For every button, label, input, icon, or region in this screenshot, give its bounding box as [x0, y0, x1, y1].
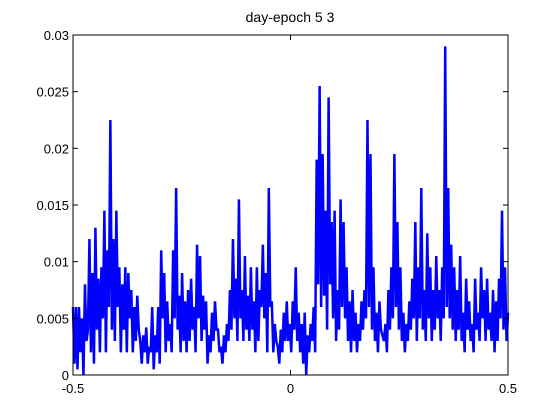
y-tick-label: 0.02: [44, 141, 69, 156]
y-tick-label: 0.03: [44, 28, 69, 43]
y-tick-label: 0: [62, 368, 69, 383]
x-axis: -0.5 0 0.5: [62, 35, 517, 396]
y-axis: 0 0.005 0.01 0.015 0.02 0.025 0.03: [36, 28, 508, 383]
y-tick-label: 0.005: [36, 311, 69, 326]
x-tick-label: 0: [287, 381, 294, 396]
y-tick-label: 0.01: [44, 255, 69, 270]
chart-title: day-epoch 5 3: [246, 9, 335, 25]
x-tick-label: -0.5: [62, 381, 84, 396]
y-tick-label: 0.025: [36, 85, 69, 100]
x-tick-label: 0.5: [499, 381, 517, 396]
series-layer: [71, 46, 510, 376]
series-line-0: [71, 46, 510, 376]
y-tick-label: 0.015: [36, 198, 69, 213]
